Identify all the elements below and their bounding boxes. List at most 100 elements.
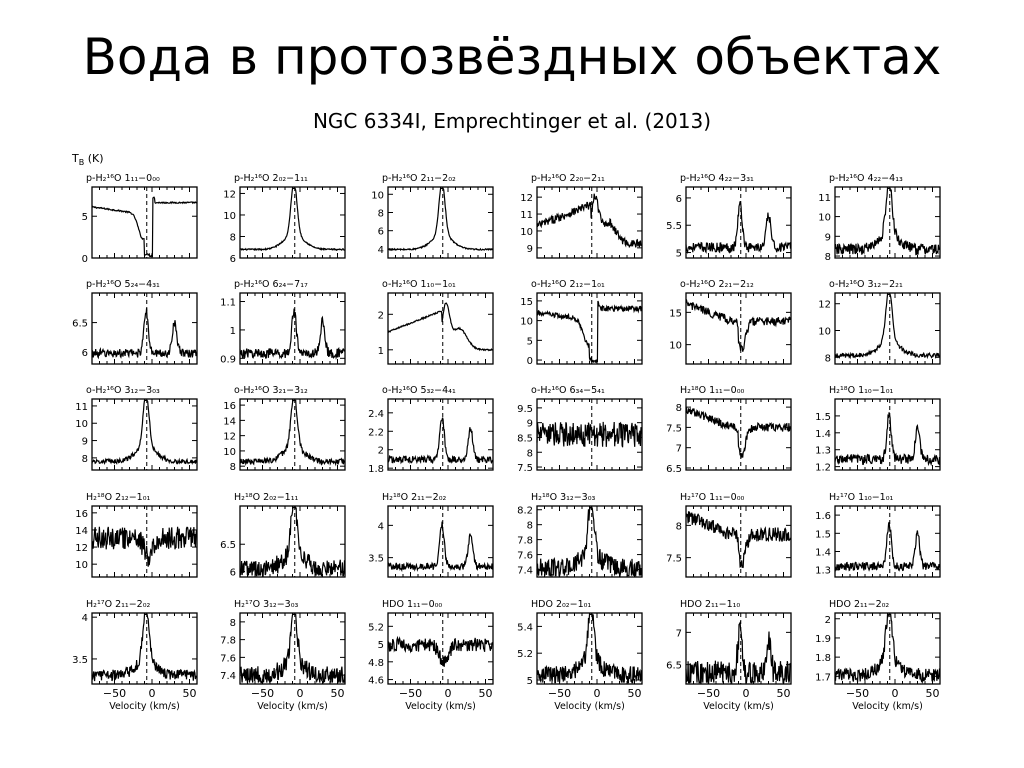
panel-label: H₂¹⁸O 1₁₁−0₀₀ — [680, 385, 745, 396]
y-tick-label: 10 — [223, 211, 236, 222]
x-tick-label: −50 — [399, 687, 422, 700]
y-tick-label: 5 — [527, 676, 533, 687]
y-tick-label: 1.7 — [815, 672, 831, 683]
spectrum-panel: 9 10 11 12 p-H₂¹⁶O 2₂₀−2₁₁ — [520, 173, 643, 259]
y-tick-label: 8 — [378, 208, 384, 219]
spectrum-panel: 7.5 8 8.5 9 9.5 o-H₂¹⁶O 6₃₄−5₄₁ — [517, 385, 643, 474]
panel-label: H₂¹⁸O 2₁₁−2₀₂ — [382, 492, 447, 503]
y-tick-label: 1.1 — [220, 298, 236, 309]
y-tick-label: 10 — [520, 317, 533, 328]
spectrum-panel: 1.2 1.3 1.4 1.5 H₂¹⁸O 1₁₀−1₀₁ — [815, 385, 941, 474]
y-tick-label: 12 — [75, 543, 88, 554]
y-tick-label: 1.3 — [815, 446, 831, 457]
panel-label: H₂¹⁷O 2₁₁−2₀₂ — [86, 599, 151, 610]
panel-label: p-H₂¹⁶O 1₁₁−0₀₀ — [86, 173, 160, 184]
y-tick-label: 8 — [527, 521, 533, 532]
y-tick-label: 12 — [223, 189, 236, 200]
spectrum-line — [834, 412, 941, 467]
y-tick-label: 10 — [223, 447, 236, 458]
y-axis-label: TB (K) — [71, 152, 104, 167]
y-tick-label: 0 — [82, 254, 88, 265]
x-axis-label: Velocity (km/s) — [109, 701, 180, 712]
panel-label: H₂¹⁸O 3₁₂−3₀₃ — [531, 492, 596, 503]
panel-label: o-H₂¹⁶O 5₃₂−4₄₁ — [382, 385, 456, 396]
y-tick-label: 5 — [676, 249, 682, 260]
spectrum-panel: 0 5 10 15 o-H₂¹⁶O 2₁₂−1₀₁ — [520, 279, 643, 367]
panel-label: H₂¹⁷O 1₁₁−0₀₀ — [680, 492, 745, 503]
spectrum-panel: 5 5.5 6 p-H₂¹⁶O 4₂₂−3₃₁ — [666, 173, 792, 260]
y-tick-label: 9 — [825, 232, 831, 243]
y-tick-label: 1.5 — [815, 529, 831, 540]
y-tick-label: 12 — [223, 432, 236, 443]
x-tick-label: −50 — [251, 687, 274, 700]
panel-frame — [387, 292, 494, 365]
y-tick-label: 9 — [82, 437, 88, 448]
spectrum-line — [536, 421, 643, 448]
y-tick-label: 6.5 — [666, 661, 682, 672]
spectrum-line — [685, 407, 792, 459]
y-tick-label: 2.4 — [368, 409, 384, 420]
y-tick-label: 4.8 — [368, 658, 384, 669]
spectrum-line — [685, 201, 792, 255]
spectrum-line — [834, 521, 941, 572]
spectrum-line — [91, 196, 197, 258]
y-tick-label: 6.5 — [220, 540, 236, 551]
y-tick-label: 9.5 — [517, 404, 533, 415]
y-tick-label: 1.8 — [815, 653, 831, 664]
x-axis-label: Velocity (km/s) — [554, 701, 625, 712]
y-tick-label: 6 — [230, 254, 236, 265]
y-tick-label: 10 — [520, 227, 533, 238]
spectrum-panel: 10 12 14 16 H₂¹⁸O 2₁₂−1₀₁ — [75, 492, 198, 578]
y-tick-label: 6 — [378, 227, 384, 238]
spectrum-panel: 1.3 1.4 1.5 1.6 H₂¹⁷O 1₁₀−1₀₁ — [815, 492, 941, 578]
spectrum-line — [239, 506, 346, 578]
y-tick-label: 14 — [75, 526, 88, 537]
y-tick-label: 5.4 — [517, 622, 533, 633]
y-tick-label: 12 — [818, 300, 831, 311]
spectrum-line — [536, 300, 643, 364]
y-tick-label: 10 — [371, 190, 384, 201]
spectrum-panel: 8 10 12 14 16 o-H₂¹⁶O 3₂₁−3₁₂ — [223, 385, 346, 473]
spectrum-line — [239, 308, 346, 360]
spectrum-line — [387, 521, 494, 573]
y-tick-label: 4 — [378, 521, 384, 532]
y-tick-label: 10 — [669, 341, 682, 352]
y-tick-label: 8 — [82, 454, 88, 465]
y-tick-label: 15 — [520, 297, 533, 308]
spectrum-line — [536, 506, 643, 578]
y-tick-label: 7.8 — [517, 536, 533, 547]
y-tick-label: 7.4 — [517, 566, 533, 577]
y-tick-label: 7 — [676, 628, 682, 639]
y-tick-label: 8 — [676, 403, 682, 414]
y-tick-label: 6.5 — [666, 464, 682, 475]
spectrum-line — [91, 308, 198, 360]
y-tick-label: 7.6 — [517, 551, 533, 562]
x-tick-label: −50 — [697, 687, 720, 700]
spectrum-line — [834, 613, 941, 684]
y-tick-label: 8 — [676, 521, 682, 532]
x-tick-label: 50 — [777, 687, 791, 700]
y-tick-label: 8 — [230, 462, 236, 473]
y-tick-label: 3.5 — [72, 655, 88, 666]
spectrum-panel: 1.8 2 2.2 2.4 o-H₂¹⁶O 5₃₂−4₄₁ — [368, 385, 494, 475]
panel-label: p-H₂¹⁶O 6₂₄−7₁₇ — [234, 279, 308, 290]
panel-label: HDO 2₁₁−2₀₂ — [829, 599, 889, 610]
y-tick-label: 2.2 — [368, 427, 384, 438]
y-tick-label: 14 — [223, 416, 236, 427]
y-tick-label: 1.5 — [815, 412, 831, 423]
spectrum-line — [387, 302, 493, 352]
y-tick-label: 1.3 — [815, 566, 831, 577]
spectrum-panel: 4 6 8 10 p-H₂¹⁶O 2₁₁−2₀₂ — [371, 173, 494, 259]
spectrum-line — [387, 417, 494, 465]
panel-label: HDO 2₁₁−1₁₀ — [680, 599, 740, 610]
y-tick-label: 0.9 — [220, 354, 236, 365]
y-tick-label: 1.6 — [815, 511, 831, 522]
y-tick-label: 7.5 — [666, 554, 682, 565]
spectrum-panel: 6.5 7 7.5 8 H₂¹⁸O 1₁₁−0₀₀ — [666, 385, 792, 475]
panel-label: H₂¹⁸O 2₁₂−1₀₁ — [86, 492, 151, 503]
panel-frame — [387, 186, 494, 259]
x-tick-label: 0 — [297, 687, 304, 700]
panel-label: p-H₂¹⁶O 2₀₂−1₁₁ — [234, 173, 308, 184]
